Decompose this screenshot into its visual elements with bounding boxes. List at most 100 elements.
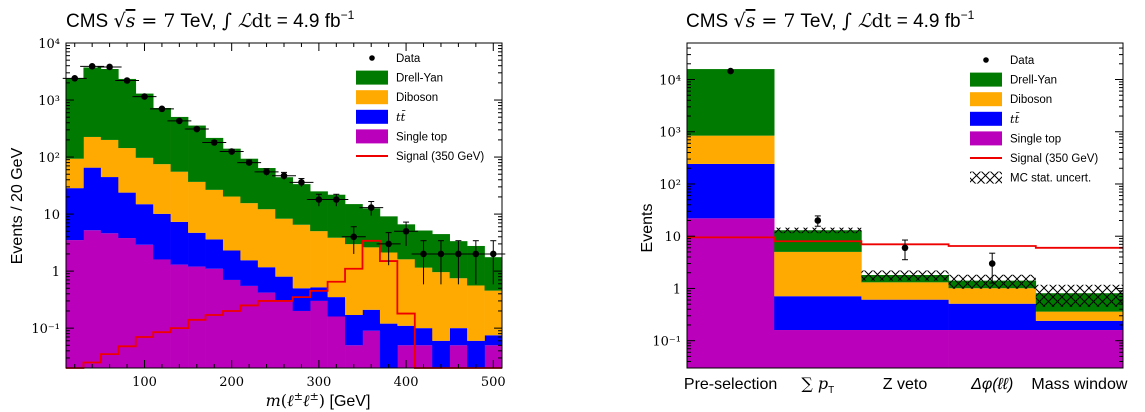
bar-tt- — [170, 221, 189, 265]
category-label: Mass window — [1031, 376, 1127, 393]
signal-line — [66, 239, 502, 369]
bar-tt- — [687, 163, 775, 219]
bar-tt- — [222, 250, 241, 280]
chart-left-title: CMS √s = 7 TeV, ∫ ℒdt = 4.9 fb−1 — [66, 8, 355, 32]
bar-tt- — [83, 167, 102, 231]
bar-diboson — [188, 181, 206, 233]
bar-tt- — [327, 297, 346, 317]
legend-key — [970, 131, 1002, 146]
bar-single-top — [83, 230, 102, 368]
category-label-part: p — [818, 374, 828, 393]
bar-drell-yan — [135, 93, 154, 158]
bar-drell-yan — [118, 78, 137, 149]
data-point — [420, 250, 427, 258]
bar-diboson — [310, 231, 328, 288]
y-tick-label: 10⁻¹ — [652, 335, 681, 350]
right-data-points — [727, 67, 996, 284]
bar-tt- — [861, 299, 949, 331]
bar-drell-yan — [100, 69, 119, 140]
bar-diboson — [484, 290, 503, 336]
chart-left: CMS √s = 7 TeV, ∫ ℒdt = 4.9 fb−1 10⁻¹ 1 10… — [9, 8, 506, 410]
legend-label: Data — [396, 53, 421, 65]
left-legend: Data Drell-Yan Diboson tt̄ Single top Signal … — [356, 53, 484, 163]
legend-label: Single top — [1010, 133, 1061, 145]
left-axis-ticks: 10⁻¹ 1 10 10² 10³ 10⁴ 100 200 300 400 500 — [31, 37, 505, 390]
bar-tt- — [135, 204, 154, 245]
bar-single-top — [687, 218, 775, 368]
bar-tt- — [118, 192, 137, 239]
bar-tt- — [66, 188, 84, 241]
bar-drell-yan — [170, 116, 189, 172]
x-tick-label: 100 — [132, 375, 157, 390]
data-point — [814, 217, 822, 224]
bar-single-top — [100, 233, 119, 368]
bar-drell-yan — [222, 148, 241, 197]
legend-label: tt̄ — [396, 110, 406, 124]
legend-marker-box — [970, 92, 1002, 107]
data-point — [263, 168, 270, 176]
bar-drell-yan — [275, 177, 294, 219]
bar-tt- — [100, 177, 119, 234]
bar-diboson — [100, 139, 119, 178]
y-tick-label: 10⁴ — [659, 74, 681, 89]
legend-marker-box — [356, 109, 388, 124]
bar-single-top — [188, 266, 206, 368]
left-y-axis-label: Events / 20 GeV — [9, 147, 26, 264]
bar-tt- — [345, 314, 363, 346]
y-tick-label: 10² — [659, 178, 681, 193]
bar-drell-yan — [327, 194, 346, 238]
y-tick-label: 10 — [43, 208, 60, 223]
data-point — [333, 196, 340, 203]
bar-tt- — [362, 309, 381, 331]
legend-label: Drell-Yan — [1010, 75, 1057, 87]
bar-diboson — [449, 278, 468, 329]
y-tick-label: 10² — [38, 151, 60, 166]
right-stacked-histogram — [687, 69, 1124, 368]
bar-drell-yan — [310, 191, 328, 232]
bar-single-top — [170, 264, 189, 368]
data-point — [88, 63, 96, 70]
bar-drell-yan — [205, 137, 224, 190]
legend-key — [970, 92, 1002, 107]
bar-tt- — [948, 303, 1037, 331]
data-point — [106, 63, 113, 71]
bar-single-top — [414, 345, 433, 368]
data-point — [455, 250, 462, 258]
data-point — [367, 204, 375, 211]
legend-label: Data — [1010, 55, 1035, 67]
bar-single-top — [135, 244, 154, 368]
legend-marker-box — [356, 129, 388, 144]
left-stacked-histogram — [66, 67, 503, 368]
category-label-part: ∑ — [801, 374, 818, 393]
bar-tt- — [240, 260, 259, 286]
y-tick-label: 10⁻¹ — [31, 322, 60, 337]
data-point — [472, 250, 480, 258]
category-label-part: T — [828, 385, 834, 396]
chart-right: CMS √s = 7 TeV, ∫ ℒdt = 4.9 fb−1 10⁻¹110… — [639, 8, 1128, 396]
bar-diboson — [275, 218, 294, 277]
data-point — [141, 93, 148, 100]
data-point — [280, 172, 288, 180]
bar-single-top — [240, 285, 259, 368]
legend-label: Diboson — [1010, 94, 1052, 106]
legend-key — [970, 111, 1002, 126]
legend-marker-hatch — [970, 171, 1002, 184]
legend-marker-data — [983, 57, 989, 63]
bar-single-top — [362, 330, 381, 368]
bar-drell-yan — [362, 208, 381, 248]
y-tick-label: 1 — [52, 265, 60, 280]
bar-diboson — [327, 237, 346, 298]
right-plot-frame — [686, 42, 1124, 369]
bar-tt- — [292, 288, 311, 311]
y-tick-label: 10³ — [38, 94, 60, 109]
x-tick-label: 200 — [219, 375, 244, 390]
category-label: Z veto — [883, 376, 928, 393]
legend-label: Drell-Yan — [396, 73, 443, 85]
mc-uncertainty-band — [774, 227, 862, 234]
bar-single-top — [345, 345, 363, 368]
bar-drell-yan — [345, 204, 363, 245]
data-point — [901, 244, 909, 252]
bar-diboson — [170, 171, 189, 222]
bar-diboson — [432, 272, 450, 341]
bar-drell-yan — [240, 158, 259, 204]
